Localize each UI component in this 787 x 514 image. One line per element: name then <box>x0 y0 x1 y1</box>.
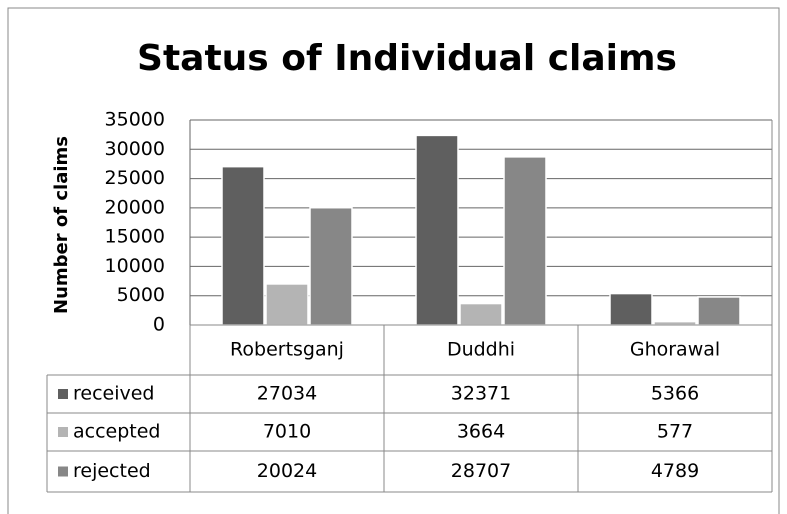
y-tick-label: 15000 <box>105 226 165 248</box>
y-tick-label: 10000 <box>105 255 165 277</box>
table-value: 20024 <box>257 460 317 482</box>
legend-swatch <box>58 466 68 477</box>
table-value: 5366 <box>651 383 699 405</box>
legend-label: rejected <box>73 460 151 482</box>
table-value: 27034 <box>257 383 317 405</box>
legend-label: received <box>73 383 155 405</box>
chart-title: Status of Individual claims <box>137 38 677 79</box>
bar <box>503 156 547 326</box>
table-value: 4789 <box>651 460 699 482</box>
x-tick-label: Ghorawal <box>630 339 720 361</box>
chart-border <box>7 7 780 514</box>
y-tick-label: 0 <box>153 314 165 336</box>
bar <box>415 134 459 326</box>
bar <box>609 292 653 326</box>
x-tick-label: Duddhi <box>447 339 515 361</box>
bar <box>309 206 353 326</box>
y-tick-label: 30000 <box>105 138 165 160</box>
table-value: 577 <box>657 421 693 443</box>
bar <box>653 320 697 326</box>
x-tick-label: Robertsganj <box>230 339 344 361</box>
y-axis-label: Number of claims <box>51 136 72 314</box>
legend-label: accepted <box>73 421 161 443</box>
y-tick-label: 20000 <box>105 196 165 218</box>
table-value: 3664 <box>457 421 505 443</box>
bar <box>265 283 309 326</box>
legend-swatch <box>58 389 68 399</box>
bar <box>697 296 741 326</box>
legend-swatch <box>58 427 68 437</box>
y-tick-label: 5000 <box>117 284 165 306</box>
bar <box>221 165 265 326</box>
table-value: 32371 <box>451 383 511 405</box>
table-value: 7010 <box>263 421 311 443</box>
table-value: 28707 <box>451 460 511 482</box>
y-tick-label: 35000 <box>105 109 165 131</box>
bar <box>459 302 503 326</box>
y-tick-label: 25000 <box>105 167 165 189</box>
